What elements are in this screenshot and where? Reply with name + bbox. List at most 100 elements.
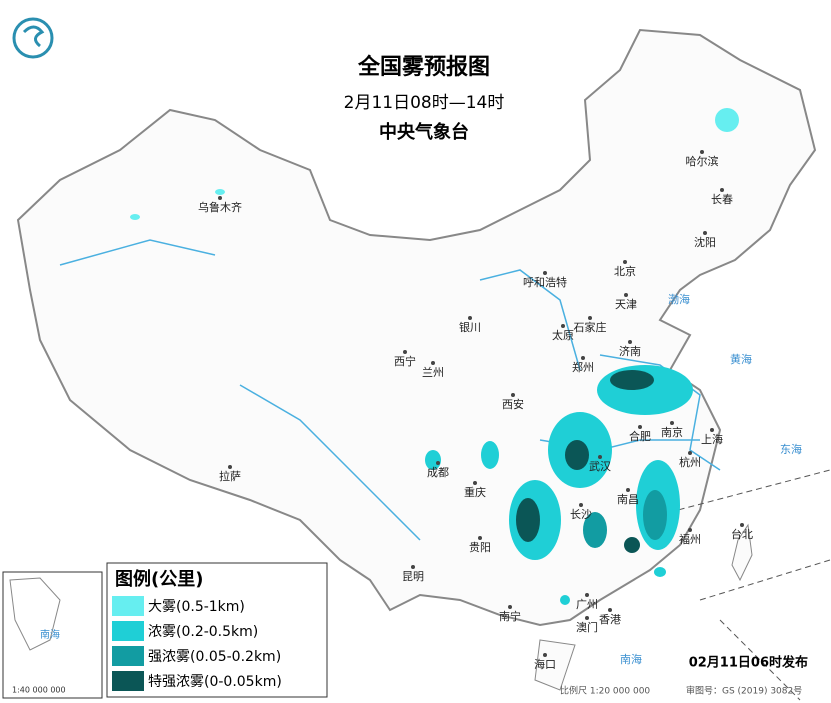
city-marker (626, 488, 630, 492)
city-marker (579, 503, 583, 507)
city-marker (720, 188, 724, 192)
city-label: 南宁 (499, 609, 521, 623)
city-label: 太原 (552, 329, 574, 342)
city-marker (740, 523, 744, 527)
city-marker (688, 528, 692, 532)
city-marker (623, 260, 627, 264)
city-label: 南昌 (617, 493, 639, 506)
city-marker (628, 340, 632, 344)
rivers (59, 239, 721, 541)
city-label: 银川 (459, 320, 481, 334)
city-label: 昆明 (402, 570, 424, 583)
city-marker (703, 231, 707, 235)
city-marker (561, 324, 565, 328)
fog-area (425, 450, 441, 470)
city-label: 台北 (731, 527, 753, 541)
city-marker (700, 150, 704, 154)
city-marker (670, 421, 674, 425)
city-marker (585, 616, 589, 620)
city-marker (511, 393, 515, 397)
city-label: 兰州 (422, 366, 444, 379)
city-label: 重庆 (464, 485, 486, 499)
title: 全国雾预报图 (357, 54, 490, 80)
city-marker (710, 428, 714, 432)
fog-area (130, 214, 140, 220)
city-marker (585, 593, 589, 597)
legend-label: 强浓雾(0.05-0.2km) (148, 649, 281, 665)
city-label: 石家庄 (574, 320, 607, 334)
legend-swatch (112, 671, 144, 691)
fog-area (643, 490, 667, 540)
city-label: 济南 (619, 344, 641, 358)
fog-area (215, 189, 225, 195)
city-label: 合肥 (629, 429, 651, 443)
island-taiwan (731, 523, 753, 582)
legend-title: 图例(公里) (115, 568, 203, 590)
inset-scale: 1:40 000 000 (12, 686, 66, 695)
city-label: 拉萨 (219, 469, 241, 483)
city-label: 海口 (534, 657, 556, 671)
city-label: 香港 (599, 613, 621, 626)
city-marker (608, 608, 612, 612)
subtitle: 2月11日08时—14时 (344, 93, 505, 113)
fog-area (565, 440, 589, 470)
island-hainan (534, 639, 576, 691)
city-label: 广州 (576, 598, 598, 611)
legend-swatch (112, 621, 144, 641)
city-marker (411, 565, 415, 569)
fog-area (560, 595, 570, 605)
legend-swatch (112, 596, 144, 616)
legend-swatch (112, 646, 144, 666)
city-marker (218, 196, 222, 200)
logo (12, 17, 54, 59)
city-marker (431, 361, 435, 365)
map-scale: 比例尺 1:20 000 000 (560, 685, 650, 697)
city-label: 天津 (615, 298, 637, 311)
city-label: 上海 (701, 432, 723, 446)
city-marker (478, 536, 482, 540)
city-marker (581, 356, 585, 360)
fog-area (583, 512, 607, 548)
city-marker (508, 605, 512, 609)
city-label: 杭州 (679, 455, 701, 469)
city-label: 西安 (502, 397, 524, 411)
city-label: 成都 (427, 466, 449, 479)
city-label: 长春 (711, 193, 733, 206)
fog-area (715, 108, 739, 132)
city-label: 呼和浩特 (523, 275, 567, 289)
sea-label: 渤海 (668, 292, 690, 306)
city-label: 北京 (614, 264, 636, 278)
city-marker (473, 481, 477, 485)
fog-area (624, 537, 640, 553)
city-label: 福州 (679, 532, 701, 546)
city-label: 贵阳 (469, 541, 491, 554)
city-label: 哈尔滨 (686, 154, 719, 168)
city-marker (588, 316, 592, 320)
city-label: 西宁 (394, 354, 416, 368)
fog-area (654, 567, 666, 577)
issue-time: 02月11日06时发布 (689, 655, 808, 671)
city-marker (436, 461, 440, 465)
city-marker (228, 465, 232, 469)
city-label: 乌鲁木齐 (198, 200, 242, 214)
country-outline (16, 28, 817, 627)
sea-label: 东海 (780, 442, 802, 456)
fog-area (481, 441, 499, 469)
city-label: 长沙 (570, 508, 592, 521)
city-label: 澳门 (576, 620, 598, 634)
city-label: 郑州 (572, 360, 594, 374)
fog-area (610, 370, 654, 390)
inset-map: 南海 1:40 000 000 (2, 571, 103, 699)
city-marker (638, 425, 642, 429)
city-marker (543, 653, 547, 657)
inset-sea: 南海 (40, 628, 60, 641)
issuer: 中央气象台 (379, 121, 469, 143)
city-marker (468, 316, 472, 320)
city-marker (624, 293, 628, 297)
legend-label: 大雾(0.5-1km) (148, 599, 245, 615)
city-marker (403, 350, 407, 354)
city-marker (598, 455, 602, 459)
city-marker (543, 271, 547, 275)
